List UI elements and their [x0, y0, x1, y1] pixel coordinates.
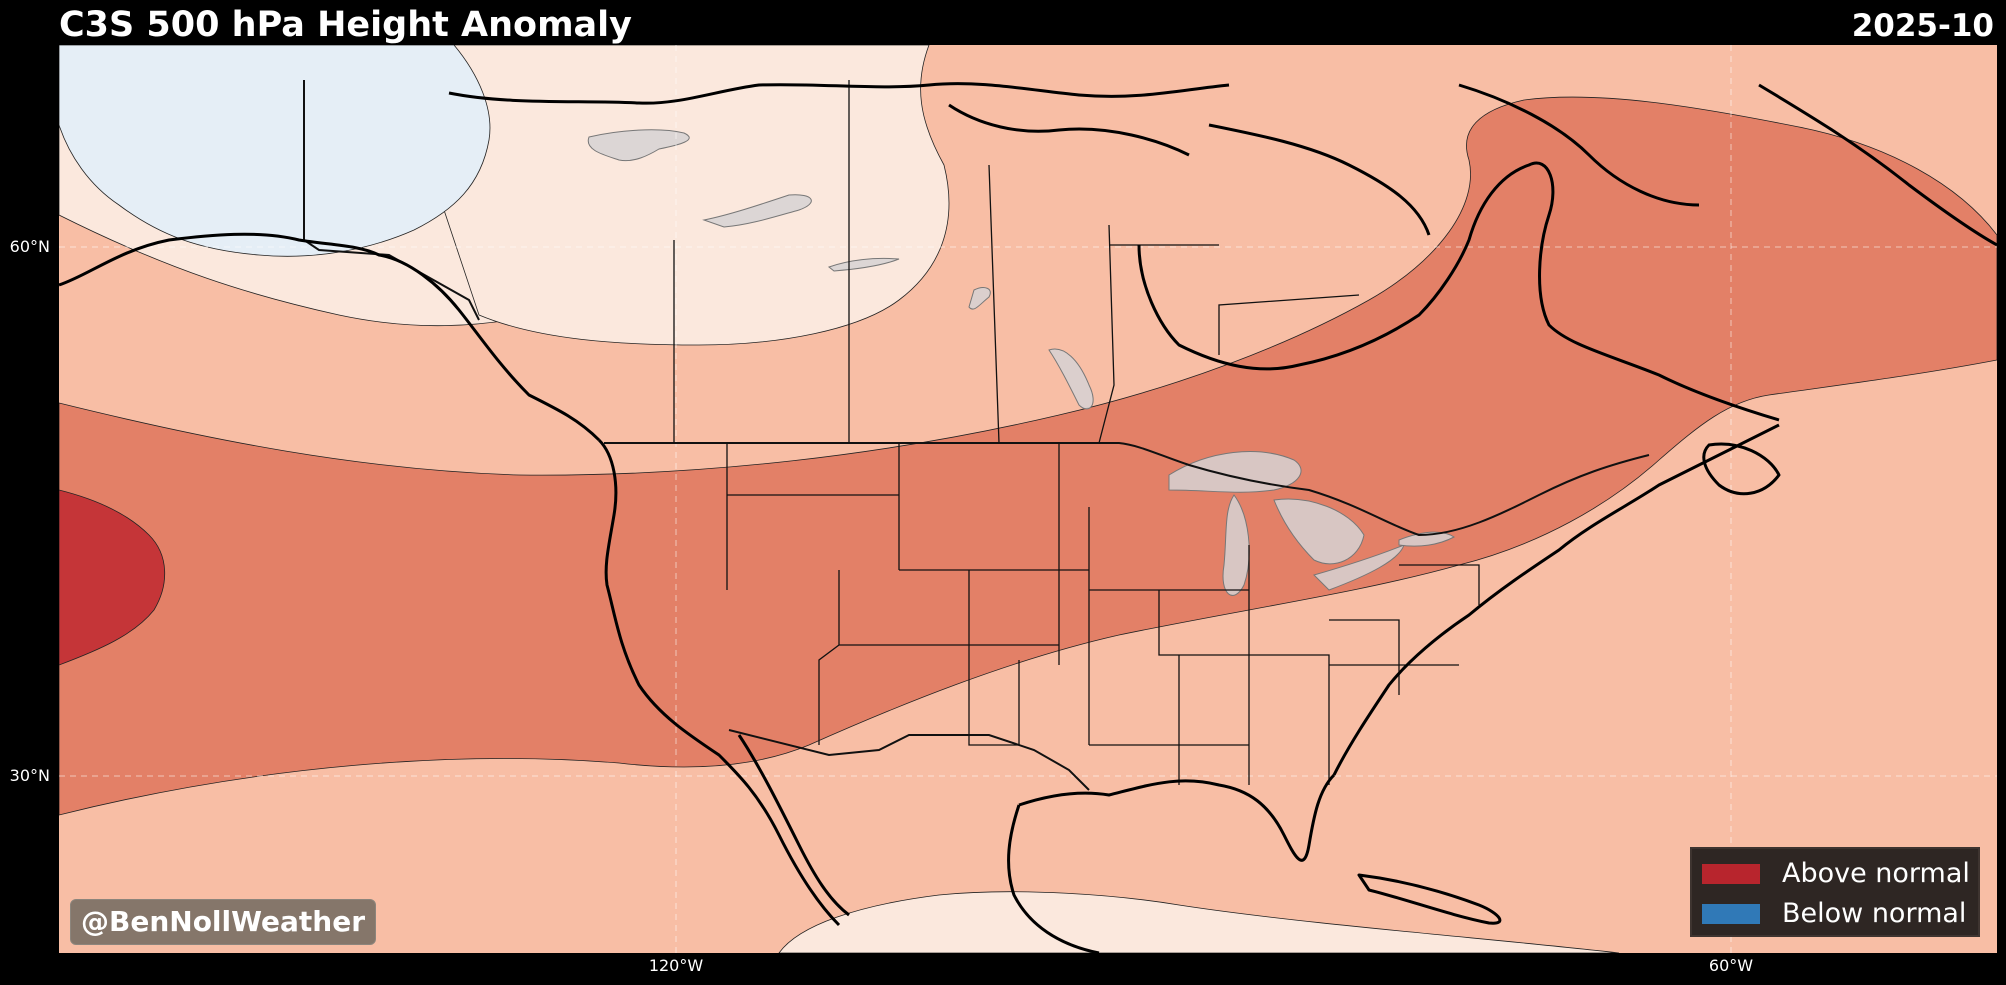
legend-label-below: Below normal: [1782, 898, 1967, 929]
lake-ontario: [1398, 531, 1455, 547]
author-watermark: @BenNollWeather: [70, 899, 377, 945]
lake-winnipeg: [1048, 348, 1094, 410]
map-legend: Above normal Below normal: [1690, 847, 1980, 937]
graticule: [59, 45, 1997, 953]
lake-michigan: [1222, 494, 1250, 596]
legend-item-below: Below normal: [1702, 896, 1966, 932]
lat-tick-30n: 30°N: [9, 766, 50, 785]
pacific-coast: [597, 438, 841, 927]
cuba-coast: [1357, 873, 1502, 925]
anomaly-strong-above-band: [59, 96, 1997, 816]
legend-swatch-below: [1702, 904, 1760, 924]
alaska-coast: [59, 232, 601, 442]
anomaly-very-strong-above-core: [59, 489, 166, 666]
anomaly-near-normal-south: [778, 891, 1620, 953]
anomaly-map: [59, 45, 1997, 953]
arctic-islands-coast: [948, 83, 1997, 247]
lat-tick-60n: 60°N: [9, 237, 50, 256]
us-canada-border: [604, 442, 1650, 537]
legend-label-above: Above normal: [1782, 858, 1970, 889]
reindeer-lake: [968, 287, 991, 310]
great-lakes: [1168, 451, 1455, 596]
arctic-coast: [448, 82, 1230, 105]
political-borders: [303, 80, 1650, 791]
legend-item-above: Above normal: [1702, 856, 1970, 892]
great-bear-lake: [587, 129, 690, 162]
hudson-bay-coast: [1137, 161, 1780, 422]
map-title: C3S 500 hPa Height Anomaly: [59, 5, 632, 45]
us-state-borders: [726, 443, 1480, 785]
us-mexico-border: [728, 729, 1090, 791]
lake-huron: [1273, 498, 1365, 565]
coastlines: [59, 82, 1997, 953]
lon-tick-60w: 60°W: [1708, 956, 1754, 975]
northern-lakes: [587, 129, 1094, 410]
lake-superior: [1168, 451, 1302, 493]
anomaly-map-canvas: [59, 45, 1997, 953]
anomaly-near-normal-north-central: [388, 45, 950, 346]
newfoundland-coast: [1702, 442, 1781, 496]
legend-swatch-above: [1702, 864, 1760, 884]
mexico-gulf-coast: [1007, 804, 1100, 953]
atlantic-coast: [1332, 423, 1780, 776]
alaska-canada-border: [303, 80, 480, 321]
gulf-coast: [1018, 773, 1336, 862]
canada-province-borders: [673, 80, 1360, 444]
lon-tick-120w: 120°W: [648, 956, 704, 975]
baja-coast: [737, 734, 850, 917]
great-slave-lake: [702, 194, 812, 228]
anomaly-weak-below-alaska: [59, 45, 491, 257]
forecast-period: 2025-10: [1851, 8, 1994, 44]
